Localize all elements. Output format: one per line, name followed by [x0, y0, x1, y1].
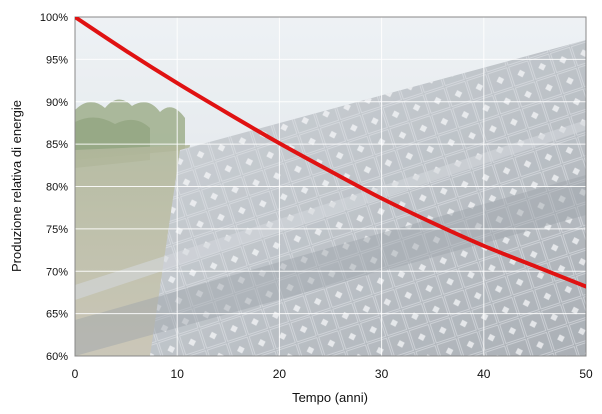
y-axis-label: Produzione relativa di energie [9, 100, 24, 272]
y-axis-ticks: 60% 65% 70% 75% 80% 85% 90% 95% 100% [40, 12, 68, 363]
y-tick-label: 60% [46, 351, 68, 363]
x-tick-label: 10 [171, 367, 185, 381]
x-tick-label: 50 [579, 367, 593, 381]
x-tick-label: 0 [72, 367, 79, 381]
y-tick-label: 80% [46, 182, 68, 194]
x-tick-label: 40 [477, 367, 491, 381]
y-tick-label: 100% [40, 12, 68, 24]
x-tick-label: 30 [375, 367, 389, 381]
y-tick-label: 90% [46, 97, 68, 109]
y-tick-label: 95% [46, 54, 68, 66]
x-axis-ticks: 0 10 20 30 40 50 [72, 367, 593, 381]
x-axis-label: Tempo (anni) [292, 390, 368, 405]
y-tick-label: 85% [46, 139, 68, 151]
x-tick-label: 20 [273, 367, 287, 381]
y-tick-label: 70% [46, 266, 68, 278]
y-tick-label: 65% [46, 309, 68, 321]
y-tick-label: 75% [46, 224, 68, 236]
